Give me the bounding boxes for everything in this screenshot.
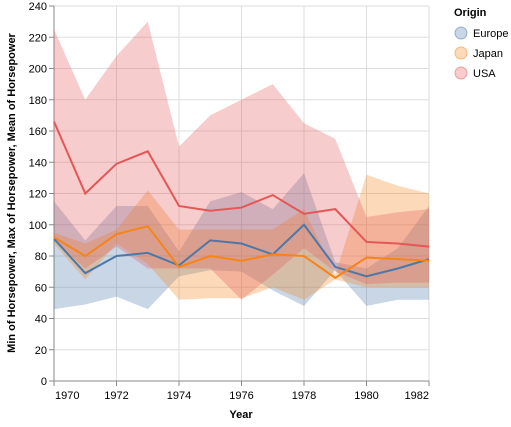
- y-tick-label: 40: [35, 314, 47, 326]
- mean-line: [53, 223, 430, 278]
- y-tick-label: 220: [29, 32, 47, 44]
- x-tick-label: 1978: [292, 390, 316, 402]
- y-tick-label: 120: [29, 189, 47, 201]
- y-tick-label: 20: [35, 345, 47, 357]
- legend-title: Origin: [454, 7, 487, 19]
- error-band: [54, 173, 429, 310]
- legend-label: Japan: [473, 48, 503, 60]
- x-tick-label: 1976: [229, 390, 253, 402]
- legend-symbol: [454, 66, 468, 80]
- x-tick-label: 1980: [354, 390, 378, 402]
- y-tick-label: 100: [29, 220, 47, 232]
- x-tick-label: 1974: [167, 390, 191, 402]
- y-axis-title: Min of Horsepower, Max of Horsepower, Me…: [6, 32, 18, 352]
- x-tick-label: 1982: [405, 390, 429, 402]
- mean-line: [53, 225, 430, 280]
- y-tick-label: 200: [29, 64, 47, 76]
- y-tick-label: 60: [35, 282, 47, 294]
- error-band: [54, 21, 429, 300]
- y-tick-label: 160: [29, 126, 47, 138]
- legend-symbol: [454, 26, 468, 40]
- y-tick-label: 240: [29, 1, 47, 13]
- error-band: [54, 174, 429, 300]
- y-tick-label: 180: [29, 95, 47, 107]
- x-tick-label: 1970: [55, 390, 79, 402]
- y-tick-label: 80: [35, 251, 47, 263]
- y-tick-label: 0: [41, 376, 47, 388]
- x-axis-title: Year: [229, 409, 253, 421]
- x-tick-label: 1972: [104, 390, 128, 402]
- legend-label: Europe: [473, 28, 508, 40]
- legend-symbol: [454, 46, 468, 60]
- legend-label: USA: [473, 68, 496, 80]
- mean-line: [53, 121, 430, 248]
- y-tick-label: 140: [29, 157, 47, 169]
